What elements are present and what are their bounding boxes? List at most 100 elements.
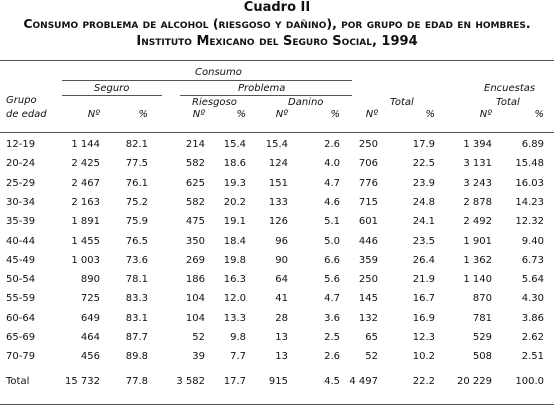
cell: 3.86 (521, 312, 544, 324)
cell: 96 (275, 235, 288, 247)
cell: 104 (185, 293, 205, 305)
col-header: Total (390, 97, 414, 108)
cell: 4.6 (324, 196, 340, 208)
total-cell: 4.5 (324, 376, 340, 387)
cell: 870 (472, 293, 492, 305)
cell: 2 425 (71, 158, 100, 170)
cell: 2 492 (463, 216, 492, 228)
cell: 3.6 (324, 312, 340, 324)
cell: 65 (365, 332, 378, 343)
row-label: 65-69 (6, 332, 36, 343)
cell: 78.1 (125, 274, 148, 286)
cell: 9.8 (230, 332, 246, 343)
row-label: 45-49 (6, 254, 36, 266)
total-cell: 4 497 (349, 376, 378, 387)
cell: 15.4 (265, 139, 288, 150)
cell: 715 (358, 196, 378, 208)
cell: 76.5 (125, 235, 148, 247)
cell: 214 (185, 139, 205, 150)
cell: 582 (185, 196, 205, 208)
cell: 18.6 (223, 158, 246, 170)
row-label: 12-19 (6, 139, 36, 150)
row-label: 25-29 (6, 177, 36, 189)
cell: 4.7 (324, 293, 340, 305)
cell: 26.4 (412, 254, 435, 266)
subheader: Nº (365, 109, 378, 120)
cell: 77.5 (125, 158, 148, 170)
cell: 1 901 (463, 235, 492, 247)
table-label: Cuadro II (243, 0, 311, 15)
cell: 133 (268, 196, 288, 208)
row-label: 50-54 (6, 274, 36, 286)
total-cell: 20 229 (457, 376, 492, 387)
cell: 2.62 (521, 332, 544, 343)
cell: 2.6 (324, 139, 340, 150)
cell: 2.6 (324, 351, 340, 363)
cell: 13 (275, 332, 288, 343)
bottom-rule (0, 404, 554, 405)
cell: 22.5 (412, 158, 435, 170)
cell: 41 (275, 293, 288, 305)
subheader: Nº (87, 109, 100, 120)
cell: 186 (185, 274, 205, 286)
cell: 2 467 (71, 177, 100, 189)
col-header: Problema (238, 83, 286, 94)
row-header: de edad (6, 109, 47, 120)
cell: 151 (268, 177, 288, 189)
cell: 601 (358, 216, 378, 228)
cell: 5.6 (324, 274, 340, 286)
col-header: Total (496, 97, 520, 108)
row-label: 55-59 (6, 293, 36, 305)
cell: 529 (472, 332, 492, 343)
cell: 350 (185, 235, 205, 247)
cell: 89.8 (125, 351, 148, 363)
row-label: 20-24 (6, 158, 36, 170)
cell: 24.8 (412, 196, 435, 208)
cell: 52 (192, 332, 205, 343)
cell: 145 (358, 293, 378, 305)
table-title: Consumo problema de alcohol (riesgoso y … (23, 16, 531, 31)
cell: 781 (472, 312, 492, 324)
cell: 1 140 (463, 274, 492, 286)
subheader: % (330, 109, 340, 120)
cell: 13 (275, 351, 288, 363)
cell: 1 144 (71, 139, 100, 150)
row-label: 30-34 (6, 196, 36, 208)
cell: 446 (358, 235, 378, 247)
cell: 13.3 (223, 312, 246, 324)
cell: 5.1 (324, 216, 340, 228)
col-header: Riesgoso (192, 97, 237, 108)
cell: 250 (358, 274, 378, 286)
rule (62, 80, 352, 81)
cell: 132 (358, 312, 378, 324)
cell: 75.9 (125, 216, 148, 228)
total-cell: 77.8 (125, 376, 148, 387)
cell: 475 (185, 216, 205, 228)
total-cell: 15 732 (65, 376, 100, 387)
subheader: Nº (192, 109, 205, 120)
cell: 12.32 (515, 216, 544, 228)
cell: 16.3 (223, 274, 246, 286)
cell: 464 (80, 332, 100, 343)
total-cell: 17.7 (223, 376, 246, 387)
cell: 90 (275, 254, 288, 266)
cell: 2.51 (521, 351, 544, 363)
cell: 776 (358, 177, 378, 189)
cell: 126 (268, 216, 288, 228)
cell: 83.3 (125, 293, 148, 305)
cell: 75.2 (125, 196, 148, 208)
cell: 890 (80, 274, 100, 286)
subheader: % (236, 109, 246, 120)
total-cell: 3 582 (176, 376, 205, 387)
cell: 1 003 (71, 254, 100, 266)
cell: 76.1 (125, 177, 148, 189)
cell: 359 (358, 254, 378, 266)
cell: 250 (358, 139, 378, 150)
table-subtitle: Instituto Mexicano del Seguro Social, 19… (136, 34, 418, 49)
cell: 14.23 (515, 196, 544, 208)
row-label: 40-44 (6, 235, 36, 247)
cell: 104 (185, 312, 205, 324)
cell: 28 (275, 312, 288, 324)
cell: 625 (185, 177, 205, 189)
cell: 52 (365, 351, 378, 363)
